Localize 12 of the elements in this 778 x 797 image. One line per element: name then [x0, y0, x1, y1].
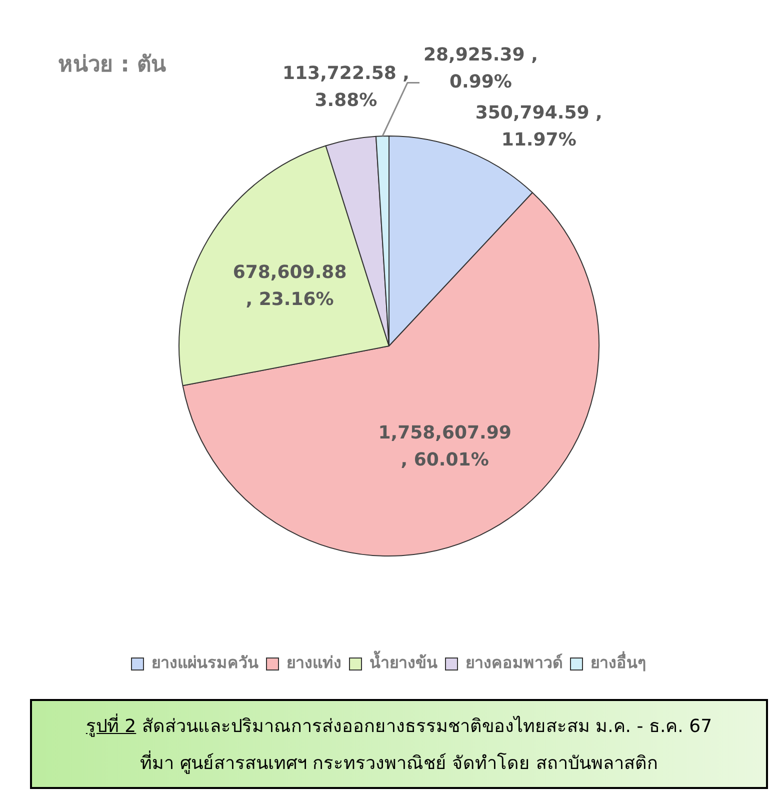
legend-label: ยางคอมพาวด์ [466, 653, 562, 672]
data-label: 28,925.39 , 0.99% [423, 44, 538, 92]
legend-label: ยางแท่ง [286, 653, 342, 672]
chart-title: หน่วย : ตัน [58, 52, 166, 78]
legend-label: น้ำยางข้น [370, 650, 438, 672]
data-label: 350,794.59 , 11.97% [475, 102, 602, 150]
legend-label: ยางแผ่นรมควัน [152, 653, 258, 672]
caption-box: รูปที่ 2 สัดส่วนและปริมาณการส่งออกยางธรรมชาติของไทยสะสม ม.ค. - ธ.ค. 67 ที่มา ศูนย์สารสนเทศฯ กระทรวงพาณิชย์ จัดทำโดย สถาบันพลาสติก [30, 699, 768, 789]
legend-label: ยางอื่นๆ [590, 651, 646, 672]
data-label: 1,758,607.99 , 60.01% [378, 422, 512, 470]
data-label: 678,609.88 , 23.16% [232, 262, 347, 310]
data-label: 113,722.58 , 3.88% [282, 62, 410, 111]
